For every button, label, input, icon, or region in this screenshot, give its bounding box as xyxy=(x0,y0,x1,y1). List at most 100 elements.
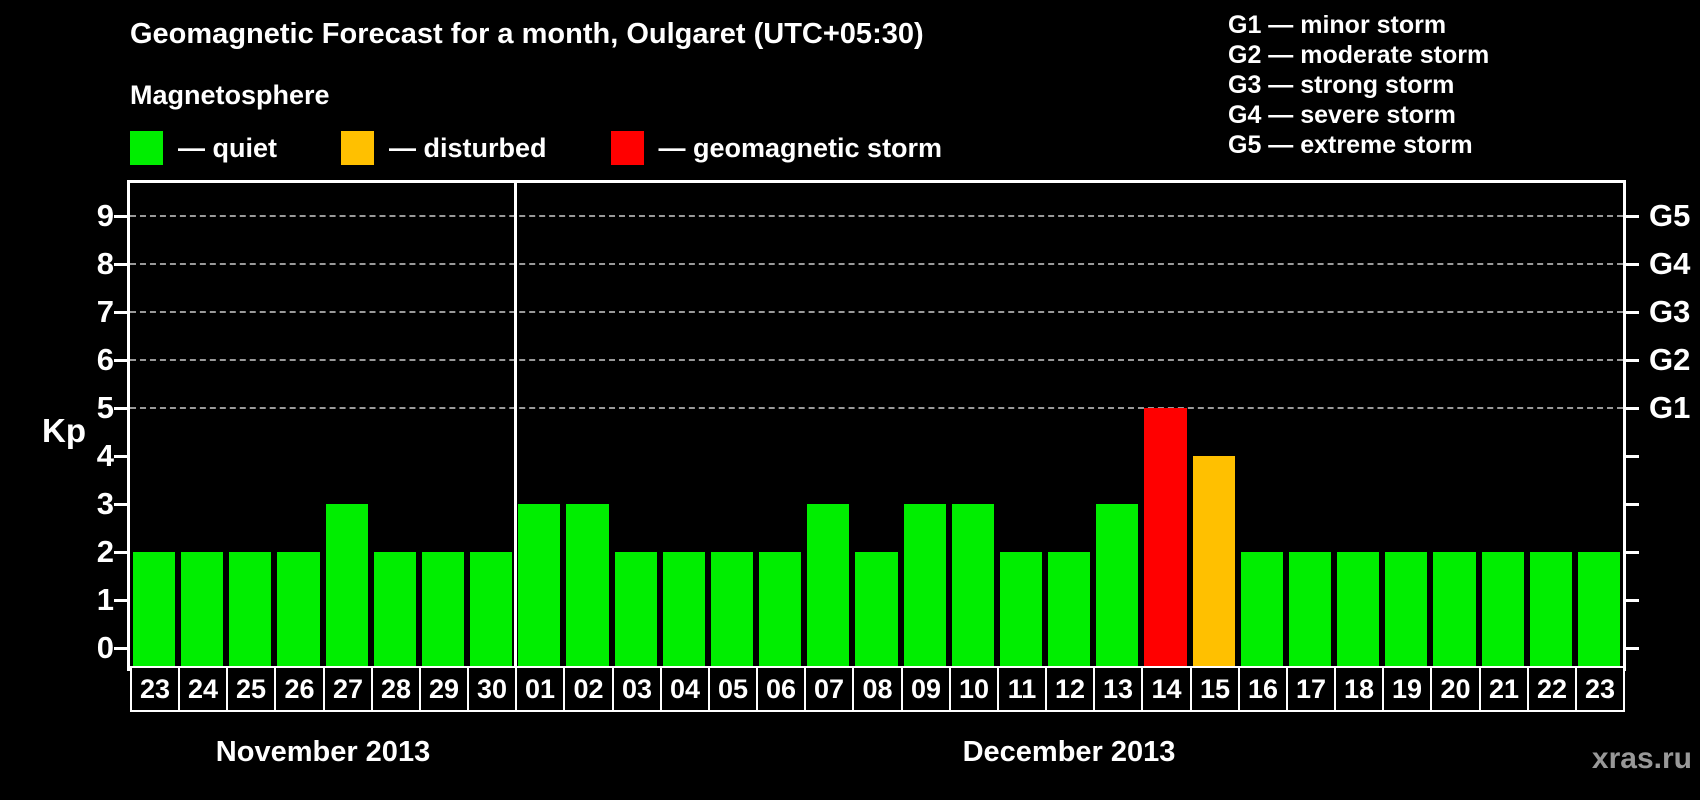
kp-bar-day-20 xyxy=(1433,552,1476,668)
y-tick-right-9 xyxy=(1623,215,1639,218)
kp-bar-day-22 xyxy=(1529,552,1572,668)
kp-bar-day-08 xyxy=(855,552,898,668)
legend-swatch-disturbed xyxy=(341,131,374,165)
kp-bar-day-05 xyxy=(710,552,754,668)
y-tick-label-9: 9 xyxy=(96,198,114,233)
g-scale-label-g5: G5 xyxy=(1649,198,1691,233)
day-label-17: 17 xyxy=(1286,666,1336,712)
y-tick-label-6: 6 xyxy=(96,342,114,377)
kp-bar-day-13 xyxy=(1096,504,1139,668)
y-tick-left-6 xyxy=(114,359,130,362)
storm-legend-g2: G2 — moderate storm xyxy=(1228,41,1490,69)
kp-bar-day-23 xyxy=(133,552,176,668)
day-label-06: 06 xyxy=(756,666,806,712)
y-tick-label-3: 3 xyxy=(96,486,114,521)
y-tick-label-1: 1 xyxy=(96,582,114,617)
y-tick-label-5: 5 xyxy=(96,390,114,425)
y-tick-right-2 xyxy=(1623,551,1639,554)
page-title: Geomagnetic Forecast for a month, Oulgar… xyxy=(130,18,924,50)
kp-bar-day-30 xyxy=(470,552,513,668)
day-label-15: 15 xyxy=(1190,666,1240,712)
kp-bar-day-17 xyxy=(1288,552,1332,668)
grid-line-8 xyxy=(130,263,1623,265)
y-tick-label-7: 7 xyxy=(96,294,114,329)
legend-label-quiet: — quiet xyxy=(178,132,277,163)
day-label-01: 01 xyxy=(515,666,565,712)
kp-bar-day-06 xyxy=(759,552,802,668)
day-label-07: 07 xyxy=(804,666,854,712)
day-label-08: 08 xyxy=(852,666,903,712)
storm-scale-legend: G1 — minor storm G2 — moderate storm G3 — … xyxy=(1228,10,1489,160)
kp-bar-day-26 xyxy=(277,552,320,668)
y-axis-label: Kp xyxy=(42,412,86,449)
legend-item-storm: — geomagnetic storm xyxy=(610,131,943,165)
y-tick-right-5 xyxy=(1623,407,1639,410)
watermark: xras.ru xyxy=(1591,742,1692,775)
y-tick-right-8 xyxy=(1623,263,1639,266)
kp-bar-day-16 xyxy=(1240,552,1283,668)
kp-bar-day-28 xyxy=(373,552,416,668)
storm-legend-g5: G5 — extreme storm xyxy=(1228,131,1473,159)
storm-legend-g3: G3 — strong storm xyxy=(1228,71,1455,99)
kp-bar-day-27 xyxy=(325,504,368,668)
y-tick-left-7 xyxy=(114,311,130,314)
kp-bar-day-07 xyxy=(807,504,850,668)
legend-item-disturbed: — disturbed xyxy=(341,131,547,165)
month-label-0: November 2013 xyxy=(215,736,431,768)
kp-bar-day-10 xyxy=(951,504,994,668)
kp-bar-day-29 xyxy=(421,552,465,668)
day-label-25: 25 xyxy=(226,666,276,712)
legend-heading: Magnetosphere xyxy=(130,80,330,110)
y-tick-left-9 xyxy=(114,215,130,218)
day-label-27: 27 xyxy=(323,666,373,712)
y-tick-right-6 xyxy=(1623,359,1639,362)
kp-bar-day-02 xyxy=(566,504,609,668)
kp-bar-day-11 xyxy=(999,552,1043,668)
kp-bar-day-12 xyxy=(1048,552,1091,668)
g-scale-label-g3: G3 xyxy=(1649,294,1691,329)
kp-bar-day-23 xyxy=(1577,552,1620,668)
day-label-20: 20 xyxy=(1430,666,1481,712)
g-scale-label-g1: G1 xyxy=(1649,390,1691,425)
day-label-16: 16 xyxy=(1238,666,1288,712)
day-label-02: 02 xyxy=(563,666,614,712)
y-tick-left-5 xyxy=(114,407,130,410)
kp-bar-day-19 xyxy=(1385,552,1428,668)
kp-bar-day-04 xyxy=(662,552,705,668)
y-tick-label-4: 4 xyxy=(96,438,114,473)
grid-line-9 xyxy=(130,215,1623,217)
legend-label-storm: — geomagnetic storm xyxy=(658,132,943,163)
y-tick-left-2 xyxy=(114,551,130,554)
kp-bar-day-09 xyxy=(903,504,946,668)
storm-legend-g4: G4 — severe storm xyxy=(1228,101,1456,129)
y-tick-left-8 xyxy=(114,263,130,266)
y-tick-right-4 xyxy=(1623,455,1639,458)
legend-label-disturbed: — disturbed xyxy=(389,132,547,163)
legend-swatch-storm xyxy=(610,131,644,165)
day-label-30: 30 xyxy=(467,666,517,712)
storm-legend-g1: G1 — minor storm xyxy=(1228,11,1447,39)
day-label-04: 04 xyxy=(660,666,710,712)
kp-bar-day-03 xyxy=(614,552,657,668)
month-label-1: December 2013 xyxy=(962,736,1176,768)
y-tick-label-8: 8 xyxy=(96,246,114,281)
day-label-24: 24 xyxy=(178,666,228,712)
y-tick-right-3 xyxy=(1623,503,1639,506)
y-tick-right-1 xyxy=(1623,599,1639,602)
grid-line-5 xyxy=(130,407,1623,409)
kp-bar-day-24 xyxy=(181,552,224,668)
kp-bar-day-14 xyxy=(1144,408,1187,668)
g-scale-label-g4: G4 xyxy=(1649,246,1691,281)
day-label-13: 13 xyxy=(1093,666,1143,712)
day-label-12: 12 xyxy=(1045,666,1095,712)
day-label-10: 10 xyxy=(949,666,999,712)
day-label-23: 23 xyxy=(1575,666,1625,712)
day-label-18: 18 xyxy=(1334,666,1384,712)
legend-swatch-quiet xyxy=(130,131,163,165)
day-label-29: 29 xyxy=(419,666,469,712)
day-label-23: 23 xyxy=(130,666,180,712)
day-label-26: 26 xyxy=(274,666,325,712)
y-tick-left-0 xyxy=(114,647,130,650)
y-tick-right-0 xyxy=(1623,647,1639,650)
day-label-11: 11 xyxy=(997,666,1047,712)
